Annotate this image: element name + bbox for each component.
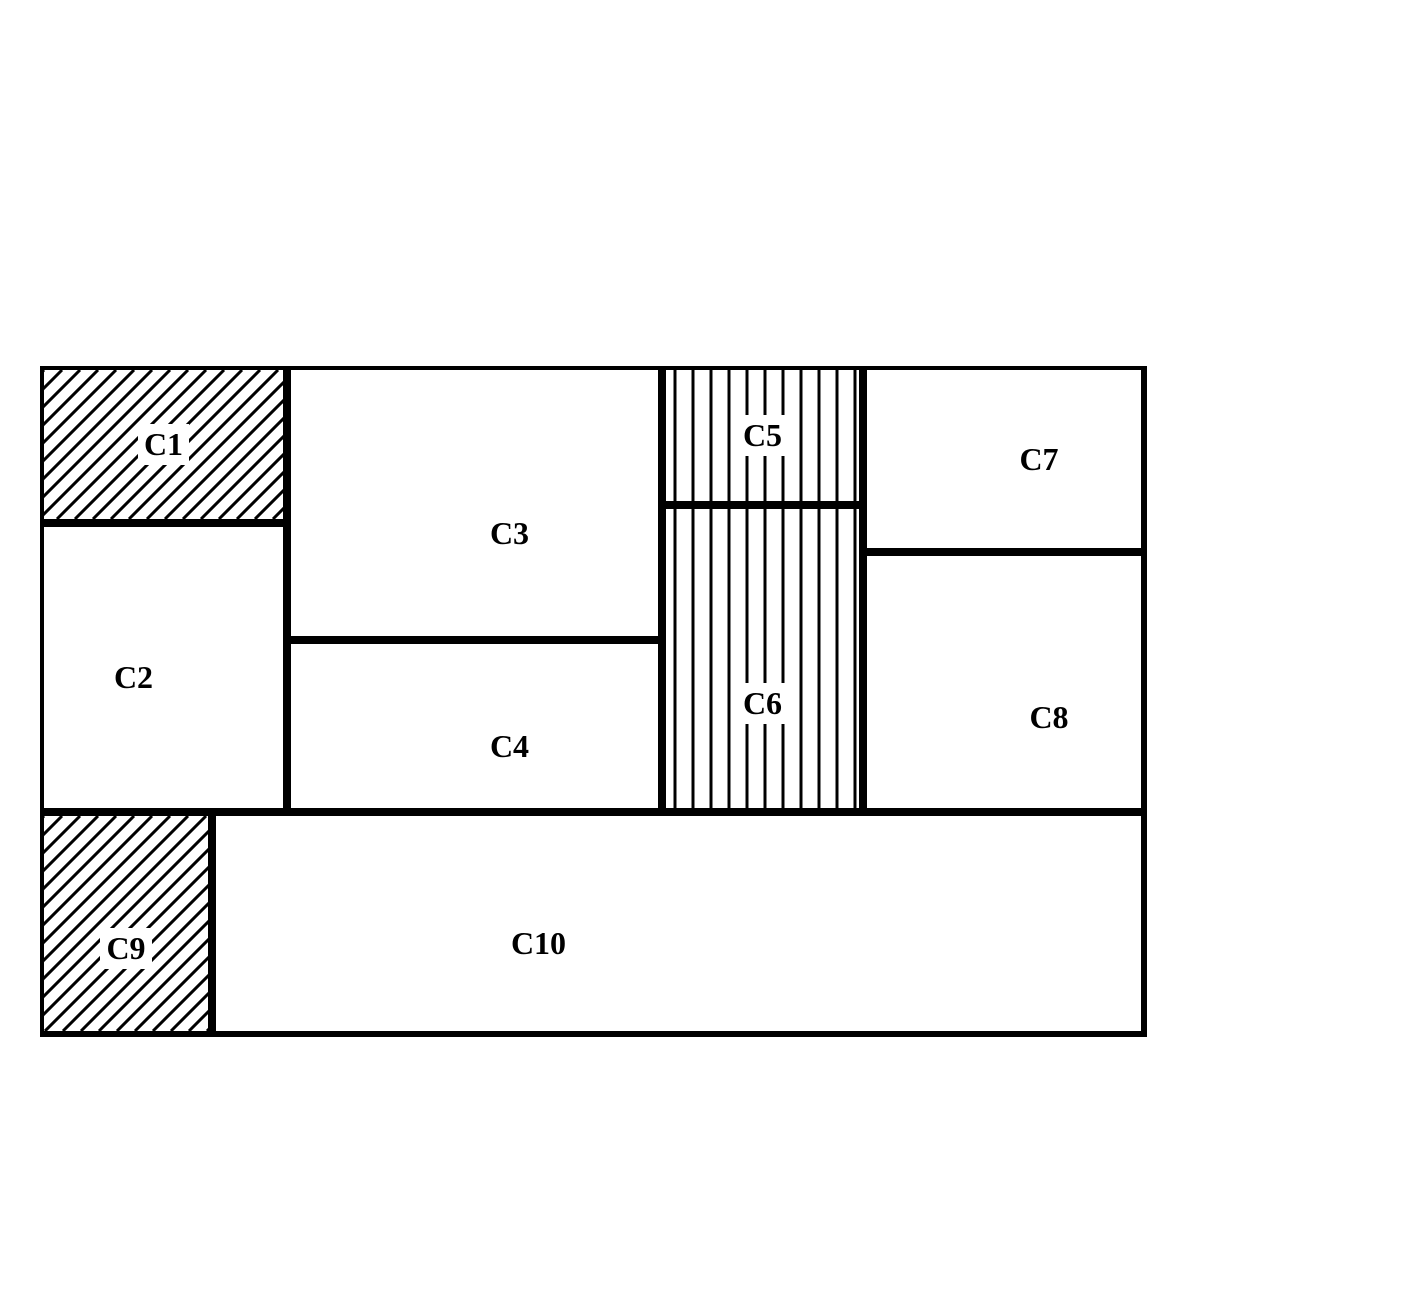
cell-label-c4: C4 [490, 728, 529, 765]
cell-label-c10: C10 [511, 925, 566, 962]
cell-label-c7: C7 [1019, 441, 1058, 478]
cell-label-c9: C9 [100, 928, 151, 969]
cell-label-c3: C3 [490, 515, 529, 552]
cell-label-c2: C2 [114, 659, 153, 696]
cell-c8: C8 [863, 552, 1145, 812]
cell-c4: C4 [287, 640, 662, 812]
cell-c3: C3 [287, 366, 662, 640]
cell-c5: C5 [662, 366, 863, 505]
cell-label-c5: C5 [737, 415, 788, 456]
cell-c9: C9 [40, 812, 212, 1035]
cell-c7: C7 [863, 366, 1145, 552]
cell-label-c6: C6 [737, 683, 788, 724]
cell-c10: C10 [212, 812, 1145, 1035]
cell-label-c8: C8 [1029, 699, 1068, 736]
cell-c6: C6 [662, 505, 863, 812]
cell-c2: C2 [40, 523, 287, 812]
cell-c1: C1 [40, 366, 287, 523]
cell-label-c1: C1 [138, 424, 189, 465]
